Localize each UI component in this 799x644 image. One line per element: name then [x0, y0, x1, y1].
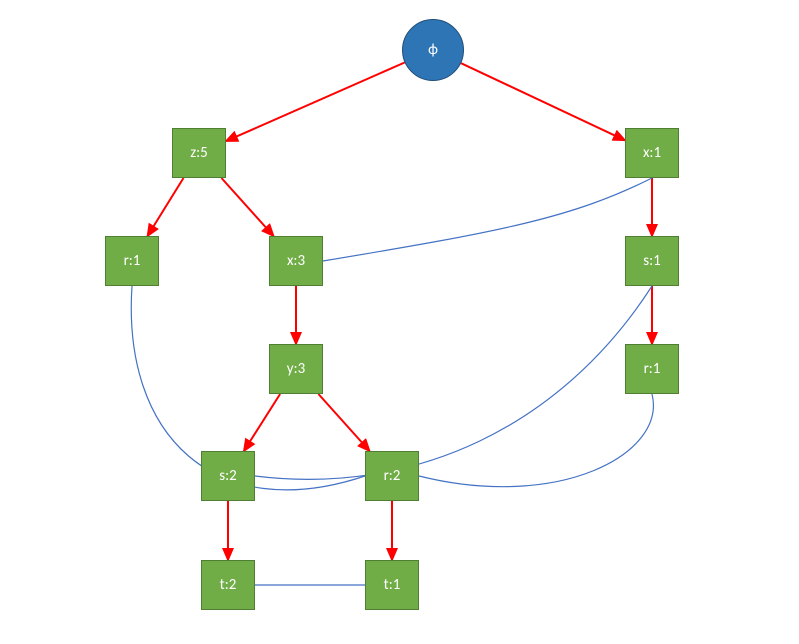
- node-label: t:2: [220, 576, 237, 594]
- node-r1b: r:1: [625, 344, 679, 394]
- node-label: r:1: [124, 252, 141, 270]
- arrow-edge: [318, 394, 369, 451]
- node-label: s:2: [219, 467, 236, 485]
- arrow-edge: [244, 394, 280, 451]
- node-label: s:1: [643, 252, 660, 270]
- node-r1a: r:1: [105, 236, 159, 286]
- arrow-edge: [461, 63, 625, 140]
- node-r2: r:2: [365, 451, 419, 501]
- node-t2: t:2: [201, 560, 255, 610]
- node-x1: x:1: [625, 128, 679, 178]
- node-y3: y:3: [269, 344, 323, 394]
- node-x3: x:3: [269, 236, 323, 286]
- arrow-edge: [221, 178, 273, 236]
- node-label: y:3: [287, 360, 305, 378]
- link-edge: [323, 178, 652, 261]
- node-s2: s:2: [201, 451, 255, 501]
- arrow-edge: [148, 178, 184, 236]
- node-label: r:1: [644, 360, 661, 378]
- node-label: r:2: [384, 467, 401, 485]
- node-label: x:1: [643, 144, 661, 162]
- edge-layer: [0, 0, 799, 644]
- node-z5: z:5: [172, 128, 226, 178]
- node-label: ϕ: [428, 41, 438, 59]
- link-edges: [131, 178, 653, 585]
- link-edge: [419, 394, 653, 487]
- node-label: x:3: [287, 252, 305, 270]
- node-t1: t:1: [365, 560, 419, 610]
- arrow-edge: [226, 62, 405, 141]
- node-label: t:1: [384, 576, 401, 594]
- node-s1: s:1: [625, 236, 679, 286]
- node-label: z:5: [190, 144, 208, 162]
- tree-diagram: ϕ z:5 x:1 r:1 x:3 s:1 y:3 r:1 s:2 r:2 t:2 t:1: [0, 0, 799, 644]
- node-phi: ϕ: [402, 19, 464, 81]
